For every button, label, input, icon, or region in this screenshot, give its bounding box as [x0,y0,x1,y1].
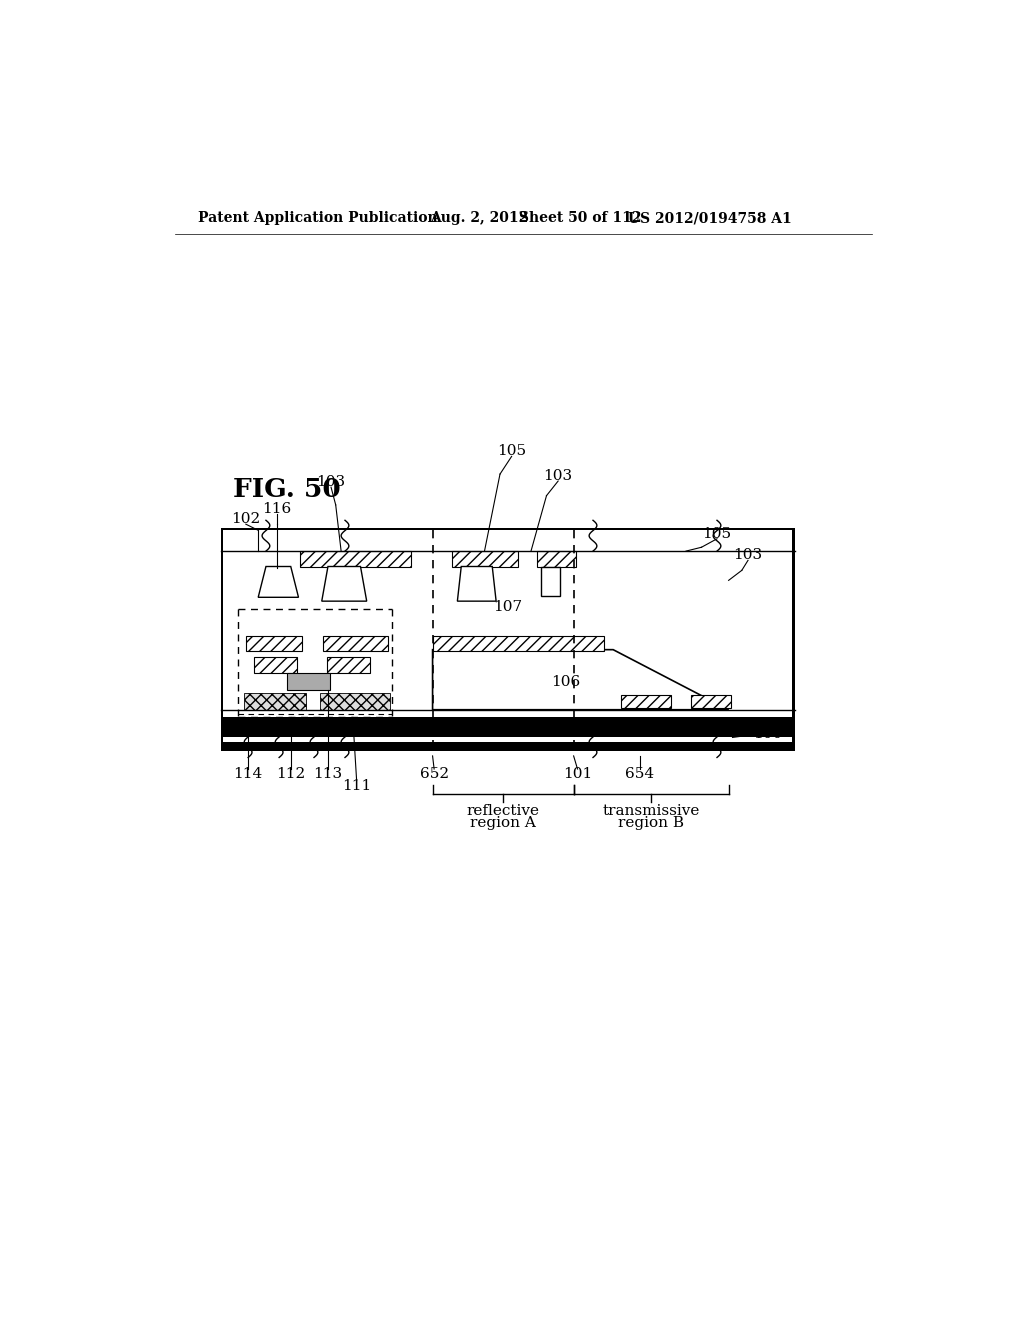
Bar [432,636,604,651]
Polygon shape [322,566,367,601]
Bar [538,552,575,566]
Bar [221,718,795,738]
Polygon shape [541,566,560,595]
Text: 106: 106 [551,675,581,689]
Text: reflective: reflective [467,804,540,818]
Text: FIG. 50: FIG. 50 [232,477,340,502]
Bar [452,552,518,566]
Bar [245,693,306,710]
Text: 103: 103 [316,475,346,488]
Bar [690,696,731,708]
Text: 101: 101 [563,767,592,781]
Text: region A: region A [470,816,536,830]
Bar [328,657,370,673]
Text: 107: 107 [494,599,522,614]
Bar [246,636,302,651]
Text: 116: 116 [262,502,292,516]
Polygon shape [458,566,496,601]
Bar [221,742,795,751]
Text: Patent Application Publication: Patent Application Publication [198,211,437,226]
Text: 103: 103 [733,548,763,562]
Text: 111: 111 [342,779,372,793]
Bar [793,528,795,751]
Bar [324,636,388,651]
Bar [221,528,223,751]
Text: 652: 652 [420,767,449,781]
Text: 654: 654 [625,767,654,781]
Text: 105: 105 [497,444,526,458]
Text: 102: 102 [231,512,260,525]
Text: 103: 103 [544,469,572,483]
Text: 105: 105 [702,527,731,541]
Bar [254,657,297,673]
Polygon shape [432,649,729,710]
Bar [621,696,671,708]
Text: US 2012/0194758 A1: US 2012/0194758 A1 [628,211,792,226]
Bar [321,693,390,710]
Text: 100: 100 [753,727,782,742]
Text: Aug. 2, 2012: Aug. 2, 2012 [430,211,528,226]
Polygon shape [258,566,299,598]
Text: 113: 113 [313,767,342,781]
Text: transmissive: transmissive [602,804,699,818]
Bar [287,673,330,689]
Text: Sheet 50 of 112: Sheet 50 of 112 [519,211,642,226]
Text: 114: 114 [233,767,263,781]
Bar [221,528,795,531]
Text: region B: region B [618,816,684,830]
Text: 112: 112 [276,767,305,781]
Bar [300,552,411,566]
